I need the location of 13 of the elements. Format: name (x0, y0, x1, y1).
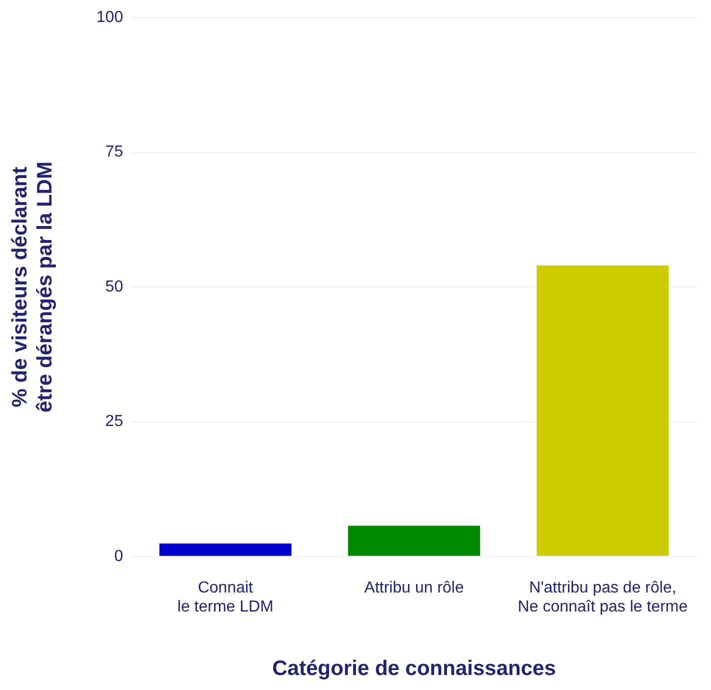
y-tick-label: 75 (105, 144, 124, 161)
y-tick-label: 0 (114, 548, 124, 565)
x-tick-label: Attribu un rôle (364, 579, 464, 596)
bar (159, 543, 292, 556)
y-tick-label: 100 (96, 9, 124, 26)
x-tick-label: Connait le terme LDM (177, 579, 274, 616)
y-tick-label: 50 (105, 278, 124, 296)
y-axis-title: % de visiteurs déclarant être dérangés par la LDM (8, 162, 57, 412)
bar (348, 526, 480, 556)
x-axis-title: Catégorie de connaissances (272, 657, 556, 680)
y-tick-label: 25 (105, 413, 124, 430)
bar (536, 265, 669, 556)
x-tick-label: N'attribu pas de rôle, Ne connaît pas le terme (518, 579, 688, 616)
